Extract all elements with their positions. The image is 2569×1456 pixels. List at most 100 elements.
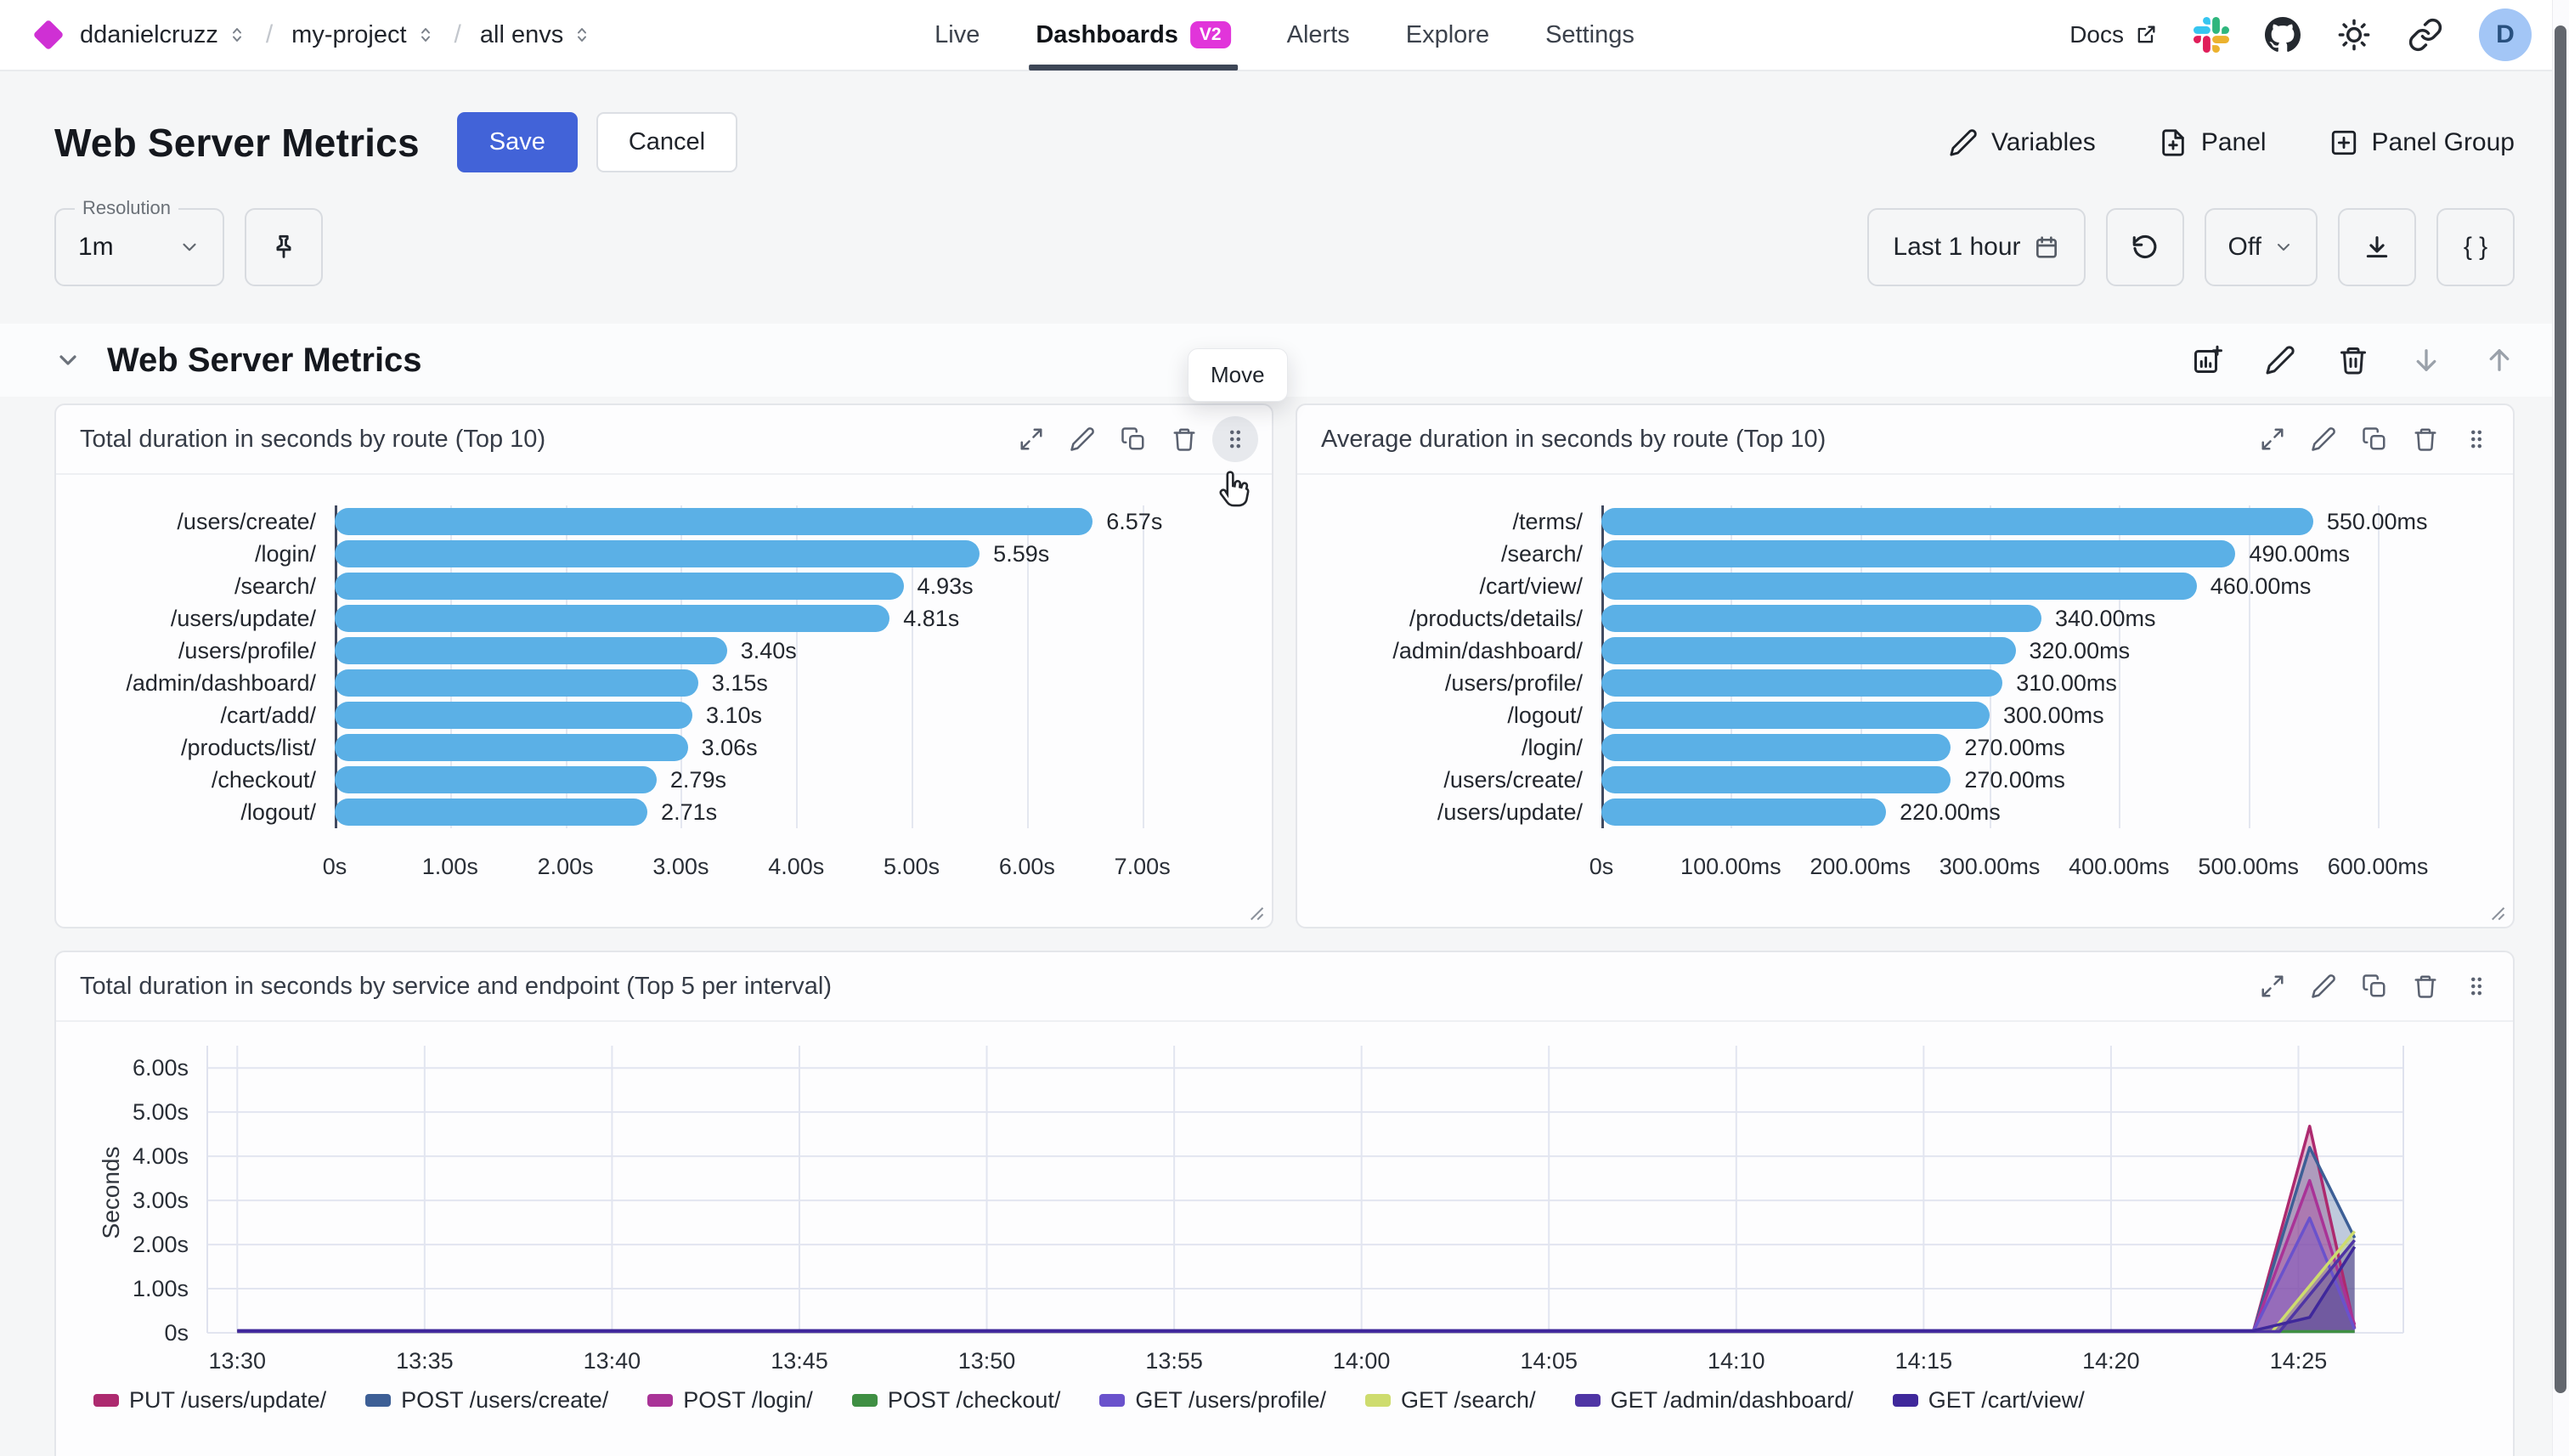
slack-icon[interactable]	[2194, 17, 2229, 53]
x-tick-label: 14:15	[1895, 1348, 1953, 1374]
delete-section-icon[interactable]	[2338, 345, 2369, 375]
breadcrumb-org[interactable]: ddanielcruzz	[80, 21, 247, 49]
bar[interactable]	[1601, 540, 2236, 567]
bar-category-label: /users/create/	[177, 508, 316, 534]
pin-icon	[276, 234, 291, 258]
bar[interactable]	[335, 573, 904, 600]
save-button[interactable]: Save	[456, 112, 578, 172]
tab-explore[interactable]: Explore	[1406, 0, 1489, 71]
edit-panel-icon[interactable]	[1070, 426, 1095, 452]
docs-link[interactable]: Docs	[2069, 21, 2158, 48]
bar[interactable]	[1601, 702, 1990, 729]
bar[interactable]	[1601, 799, 1887, 826]
x-tick-label: 0s	[322, 854, 347, 879]
edit-panel-icon[interactable]	[2311, 973, 2336, 999]
bar[interactable]	[335, 669, 698, 697]
expand-panel-icon[interactable]	[2260, 973, 2285, 999]
delete-panel-icon[interactable]	[2413, 426, 2438, 452]
bar-row: /login/270.00ms	[1321, 731, 2489, 764]
legend-item[interactable]: PUT /users/update/	[93, 1387, 326, 1414]
bar-category-label: /cart/add/	[220, 702, 316, 728]
bar[interactable]	[335, 637, 727, 664]
download-button[interactable]	[2338, 208, 2416, 286]
legend-item[interactable]: GET /search/	[1365, 1387, 1536, 1414]
bar[interactable]	[335, 540, 980, 567]
refresh-button[interactable]	[2105, 208, 2184, 286]
theme-toggle-sun-icon[interactable]	[2336, 17, 2372, 53]
cancel-button[interactable]: Cancel	[596, 112, 738, 172]
bar[interactable]	[1601, 766, 1951, 793]
add-panel-group-button[interactable]: Panel Group	[2329, 128, 2515, 157]
share-link-icon[interactable]	[2408, 17, 2443, 53]
resize-corner-icon[interactable]	[2489, 905, 2506, 922]
breadcrumb-env-label: all envs	[479, 20, 564, 48]
bar[interactable]	[335, 799, 648, 826]
chevron-down-icon	[183, 243, 196, 251]
resize-corner-icon[interactable]	[1248, 905, 1265, 922]
legend-item[interactable]: GET /admin/dashboard/	[1574, 1387, 1854, 1414]
page-title: Web Server Metrics	[54, 120, 420, 165]
collapse-chevron-icon[interactable]	[54, 347, 82, 374]
y-tick-label: 6.00s	[133, 1055, 189, 1081]
add-chart-icon[interactable]	[2192, 345, 2222, 375]
json-view-button[interactable]: { }	[2436, 208, 2515, 286]
duplicate-panel-icon[interactable]	[2362, 973, 2387, 999]
resolution-select[interactable]: Resolution 1m	[54, 197, 224, 286]
drag-handle-icon[interactable]	[2464, 426, 2489, 452]
bar[interactable]	[1601, 605, 2041, 632]
bar[interactable]	[1601, 573, 2197, 600]
add-panel-button[interactable]: Panel	[2159, 128, 2267, 157]
expand-panel-icon[interactable]	[2260, 426, 2285, 452]
legend-item[interactable]: POST /checkout/	[851, 1387, 1060, 1414]
edit-section-icon[interactable]	[2265, 345, 2295, 375]
legend-item[interactable]: POST /users/create/	[365, 1387, 608, 1414]
move-section-down-icon[interactable]	[2411, 345, 2442, 375]
edit-panel-icon[interactable]	[2311, 426, 2336, 452]
bar[interactable]	[1601, 734, 1951, 761]
pin-resolution-button[interactable]	[245, 208, 323, 286]
bar-row: /users/update/220.00ms	[1321, 796, 2489, 828]
bar[interactable]	[1601, 669, 2003, 697]
bar-category-label: /admin/dashboard/	[126, 669, 316, 696]
user-avatar[interactable]: D	[2479, 8, 2532, 61]
app-logo-icon	[32, 19, 65, 51]
delete-panel-icon[interactable]	[1172, 426, 1197, 452]
scrollbar-track[interactable]	[2552, 0, 2569, 1456]
bar[interactable]	[1601, 637, 2016, 664]
breadcrumb-project[interactable]: my-project	[291, 21, 435, 49]
drag-handle-icon[interactable]	[1222, 426, 1248, 452]
bar-value-label: 3.15s	[711, 669, 768, 696]
bar-category-label: /cart/view/	[1479, 573, 1583, 599]
panel-total-duration-by-route: Total duration in seconds by route (Top …	[54, 404, 1273, 928]
duplicate-panel-icon[interactable]	[2362, 426, 2387, 452]
breadcrumb-env[interactable]: all envs	[480, 21, 592, 49]
tab-settings[interactable]: Settings	[1545, 0, 1635, 71]
move-section-up-icon[interactable]	[2484, 345, 2515, 375]
bar[interactable]	[335, 508, 1093, 535]
drag-handle-icon[interactable]	[2464, 973, 2489, 999]
legend-item[interactable]: GET /cart/view/	[1892, 1387, 2085, 1414]
tab-live[interactable]: Live	[934, 0, 980, 71]
auto-refresh-select[interactable]: Off	[2204, 208, 2318, 286]
expand-panel-icon[interactable]	[1019, 426, 1044, 452]
duplicate-panel-icon[interactable]	[1121, 426, 1146, 452]
variables-button[interactable]: Variables	[1949, 128, 2096, 157]
bar[interactable]	[335, 766, 657, 793]
legend-item[interactable]: GET /users/profile/	[1099, 1387, 1326, 1414]
bar[interactable]	[335, 702, 692, 729]
legend-item[interactable]: POST /login/	[647, 1387, 813, 1414]
bar[interactable]	[1601, 508, 2313, 535]
github-icon[interactable]	[2265, 17, 2301, 53]
bar[interactable]	[335, 734, 688, 761]
time-range-button[interactable]: Last 1 hour	[1867, 208, 2086, 286]
scrollbar-thumb[interactable]	[2555, 25, 2566, 1393]
bar[interactable]	[335, 605, 890, 632]
legend-swatch-icon	[365, 1394, 392, 1407]
bar-value-label: 310.00ms	[2016, 669, 2117, 696]
x-tick-label: 200.00ms	[1810, 854, 1911, 879]
tab-alerts[interactable]: Alerts	[1287, 0, 1350, 71]
delete-panel-icon[interactable]	[2413, 973, 2438, 999]
legend-swatch-icon	[1099, 1394, 1126, 1407]
bar-row: /products/details/340.00ms	[1321, 602, 2489, 635]
tab-dashboards[interactable]: Dashboards V2	[1029, 0, 1238, 71]
